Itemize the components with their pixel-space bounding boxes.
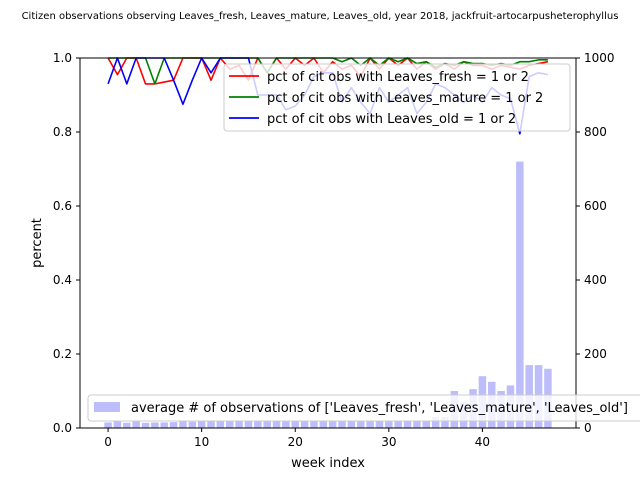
y-axis-right: 0 200 400 600 800 1000 bbox=[576, 51, 615, 435]
legend-label-mature: pct of cit obs with Leaves_mature = 1 or… bbox=[267, 91, 543, 106]
y-tick-label: 0.8 bbox=[53, 125, 72, 139]
bar-week-13 bbox=[225, 421, 234, 428]
bar-week-4 bbox=[141, 422, 150, 428]
y-axis-left: 0.0 0.2 0.4 0.6 0.8 1.0 bbox=[53, 51, 80, 435]
bar-week-26 bbox=[347, 420, 356, 428]
bar-week-20 bbox=[291, 421, 299, 428]
y-tick-label: 0.4 bbox=[53, 273, 72, 287]
bar-week-11 bbox=[207, 421, 215, 428]
bar-week-29 bbox=[375, 420, 384, 428]
y-tick-label: 1.0 bbox=[53, 51, 72, 65]
bar-week-0 bbox=[104, 422, 112, 428]
bar-week-28 bbox=[366, 420, 374, 428]
y2-tick-label: 0 bbox=[584, 421, 592, 435]
y2-tick-label: 800 bbox=[584, 125, 607, 139]
y-tick-label: 0.0 bbox=[53, 421, 72, 435]
bar-week-24 bbox=[328, 420, 337, 428]
legend-bars-box bbox=[87, 394, 640, 422]
chart-title: Citizen observations observing Leaves_fr… bbox=[22, 11, 619, 22]
bar-week-21 bbox=[300, 420, 309, 428]
legend-bars: average # of observations of ['Leaves_fr… bbox=[87, 394, 640, 422]
x-tick-label: 10 bbox=[194, 435, 209, 449]
bar-week-2 bbox=[123, 422, 131, 428]
bar-week-35 bbox=[431, 416, 440, 428]
y-axis-label: percent bbox=[30, 218, 45, 268]
legend-swatch-bars bbox=[94, 402, 120, 412]
bar-week-12 bbox=[216, 421, 225, 428]
bar-week-22 bbox=[310, 420, 318, 428]
y-tick-label: 0.6 bbox=[53, 199, 72, 213]
bar-week-36 bbox=[441, 416, 449, 428]
bar-week-44 bbox=[516, 161, 524, 428]
legend-label-fresh: pct of cit obs with Leaves_fresh = 1 or … bbox=[267, 70, 529, 85]
bar-week-32 bbox=[403, 420, 412, 428]
bar-week-30 bbox=[385, 420, 393, 428]
bar-week-5 bbox=[151, 422, 159, 428]
bar-week-15 bbox=[244, 421, 253, 428]
bar-week-8 bbox=[179, 421, 187, 428]
bar-week-6 bbox=[160, 422, 168, 428]
bar-week-14 bbox=[235, 421, 243, 428]
y-tick-label: 0.2 bbox=[53, 347, 72, 361]
bar-week-25 bbox=[338, 420, 346, 428]
x-tick-label: 0 bbox=[104, 435, 112, 449]
x-axis-label: week index bbox=[291, 456, 365, 471]
bar-week-7 bbox=[169, 422, 178, 428]
y2-tick-label: 400 bbox=[584, 273, 607, 287]
y2-tick-label: 200 bbox=[584, 347, 607, 361]
bar-week-9 bbox=[188, 421, 197, 428]
bar-week-19 bbox=[282, 420, 290, 428]
x-tick-label: 40 bbox=[475, 435, 490, 449]
bar-week-3 bbox=[132, 421, 140, 428]
bar-week-1 bbox=[113, 421, 122, 428]
x-axis: 0 10 20 30 40 bbox=[104, 428, 490, 449]
y2-tick-label: 600 bbox=[584, 199, 607, 213]
legend-lines: pct of cit obs with Leaves_fresh = 1 or … bbox=[223, 63, 571, 132]
x-tick-label: 30 bbox=[381, 435, 396, 449]
bar-week-18 bbox=[272, 421, 281, 428]
bar-week-33 bbox=[413, 420, 421, 428]
bar-week-10 bbox=[197, 421, 206, 428]
legend-label-old: pct of cit obs with Leaves_old = 1 or 2 bbox=[267, 112, 516, 127]
legend-label-bars: average # of observations of ['Leaves_fr… bbox=[131, 401, 628, 416]
bar-week-31 bbox=[394, 420, 402, 428]
bar-week-16 bbox=[254, 421, 262, 428]
bar-week-17 bbox=[263, 421, 271, 428]
bars-layer bbox=[104, 161, 552, 428]
legend-lines-box bbox=[223, 63, 571, 132]
x-tick-label: 20 bbox=[288, 435, 303, 449]
y2-tick-label: 1000 bbox=[584, 51, 615, 65]
plot-frame bbox=[79, 57, 577, 429]
bar-week-23 bbox=[319, 420, 328, 428]
bar-week-34 bbox=[422, 420, 431, 428]
bar-week-27 bbox=[357, 420, 365, 428]
